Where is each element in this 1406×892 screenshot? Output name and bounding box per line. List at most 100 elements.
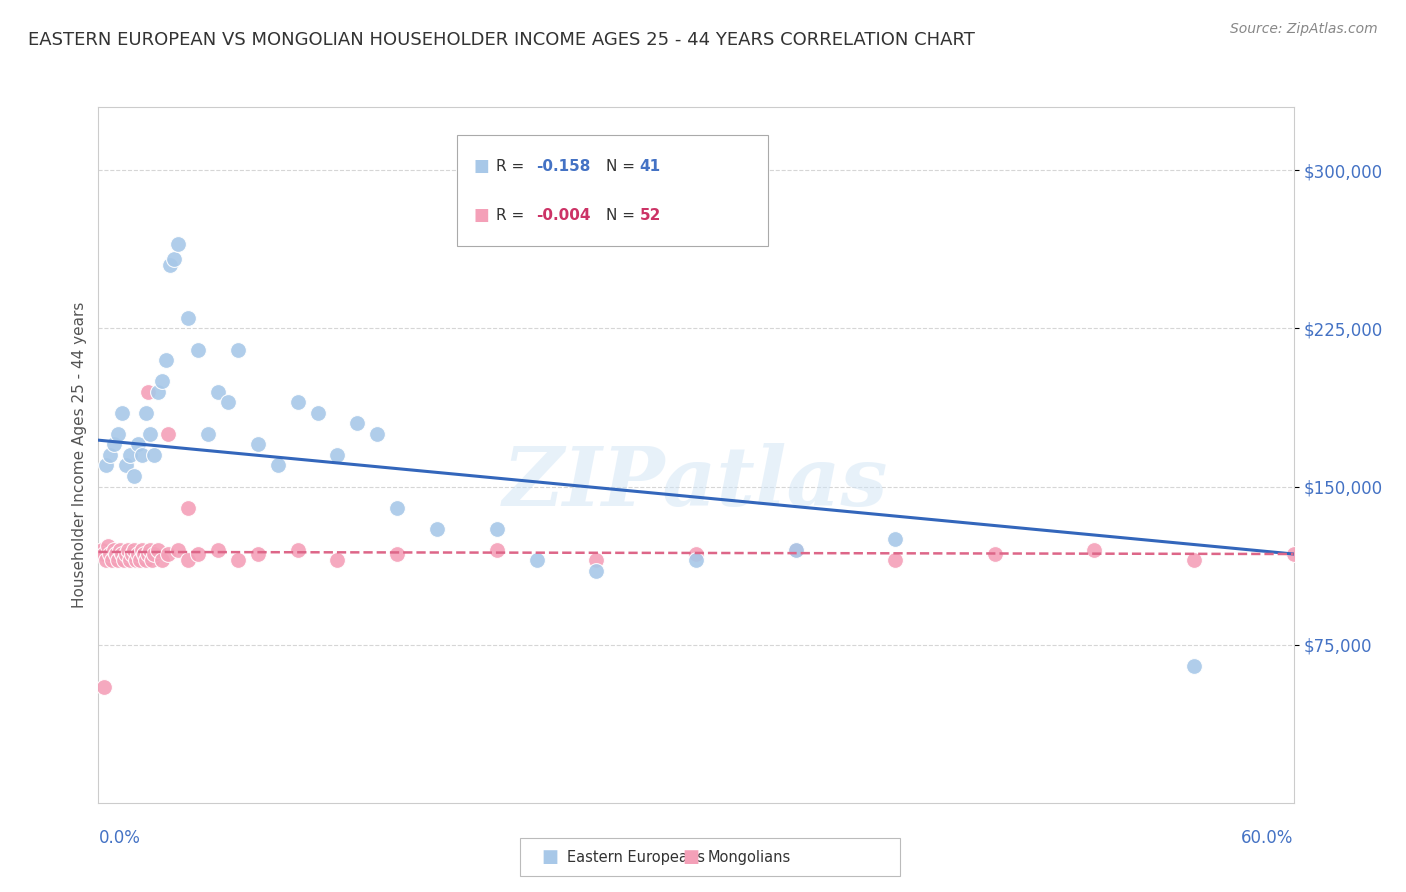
Point: [91, 542, 114, 557]
Point: [97, 539, 120, 553]
Point: [1182, 553, 1205, 567]
Point: [485, 522, 508, 536]
Point: [124, 469, 146, 483]
Text: 52: 52: [640, 208, 661, 222]
Point: [177, 310, 200, 325]
Text: 60.0%: 60.0%: [1241, 829, 1294, 847]
Point: [148, 542, 170, 557]
Point: [685, 547, 707, 561]
Point: [177, 500, 200, 515]
Text: Eastern Europeans: Eastern Europeans: [567, 850, 704, 864]
Point: [385, 500, 409, 515]
Text: Source: ZipAtlas.com: Source: ZipAtlas.com: [1230, 22, 1378, 37]
Y-axis label: Householder Income Ages 25 - 44 years: Householder Income Ages 25 - 44 years: [72, 301, 87, 608]
Point: [124, 542, 146, 557]
Text: -0.158: -0.158: [536, 159, 591, 174]
Point: [326, 448, 349, 462]
Point: [139, 542, 162, 557]
Text: Mongolians: Mongolians: [707, 850, 790, 864]
Point: [141, 553, 163, 567]
Point: [93, 680, 115, 694]
Text: N =: N =: [606, 159, 640, 174]
Point: [187, 547, 209, 561]
Point: [307, 406, 329, 420]
Point: [103, 437, 125, 451]
Point: [120, 553, 142, 567]
Point: [101, 553, 124, 567]
Point: [98, 547, 122, 561]
Point: [1182, 658, 1205, 673]
Point: [187, 343, 209, 357]
Point: [105, 547, 128, 561]
Point: [207, 542, 229, 557]
Point: [197, 426, 219, 441]
Point: [426, 522, 449, 536]
Point: [129, 553, 152, 567]
Point: [226, 343, 249, 357]
Text: ZIPatlas: ZIPatlas: [503, 442, 889, 523]
Point: [217, 395, 239, 409]
Point: [143, 448, 166, 462]
Point: [135, 553, 157, 567]
Point: [150, 374, 173, 388]
Point: [287, 542, 309, 557]
Point: [267, 458, 290, 473]
Point: [110, 542, 132, 557]
Point: [785, 542, 807, 557]
Text: ■: ■: [541, 848, 558, 866]
Point: [785, 542, 807, 557]
Point: [125, 553, 148, 567]
Point: [157, 547, 180, 561]
Text: ■: ■: [682, 848, 699, 866]
Point: [526, 553, 548, 567]
Point: [884, 533, 907, 547]
Point: [159, 258, 181, 272]
Point: [143, 547, 166, 561]
Point: [135, 406, 157, 420]
Point: [346, 417, 368, 431]
Text: EASTERN EUROPEAN VS MONGOLIAN HOUSEHOLDER INCOME AGES 25 - 44 YEARS CORRELATION : EASTERN EUROPEAN VS MONGOLIAN HOUSEHOLDE…: [28, 31, 974, 49]
Point: [117, 542, 139, 557]
Point: [150, 553, 173, 567]
Text: R =: R =: [496, 159, 530, 174]
Text: N =: N =: [606, 208, 640, 222]
Point: [115, 458, 138, 473]
Point: [131, 448, 153, 462]
Point: [287, 395, 309, 409]
Point: [246, 437, 269, 451]
Point: [177, 553, 200, 567]
Text: ■: ■: [474, 206, 489, 224]
Point: [136, 384, 159, 399]
Point: [884, 553, 907, 567]
Point: [112, 553, 135, 567]
Point: [107, 426, 129, 441]
Point: [111, 547, 134, 561]
Point: [127, 547, 149, 561]
Point: [246, 547, 269, 561]
Point: [98, 448, 122, 462]
Point: [115, 547, 138, 561]
Point: [167, 237, 190, 252]
Point: [1282, 547, 1305, 561]
Point: [93, 547, 115, 561]
Point: [326, 553, 349, 567]
Text: -0.004: -0.004: [536, 208, 591, 222]
Point: [983, 547, 1005, 561]
Point: [226, 553, 249, 567]
Text: R =: R =: [496, 208, 530, 222]
Point: [96, 458, 118, 473]
Point: [1083, 542, 1105, 557]
Point: [155, 353, 177, 368]
Text: 0.0%: 0.0%: [98, 829, 141, 847]
Point: [585, 564, 607, 578]
Point: [167, 542, 190, 557]
Point: [685, 553, 707, 567]
Point: [139, 426, 162, 441]
Point: [148, 384, 170, 399]
Point: [131, 542, 153, 557]
Point: [103, 542, 125, 557]
Point: [107, 553, 129, 567]
Point: [120, 448, 142, 462]
Point: [121, 547, 143, 561]
Point: [111, 406, 134, 420]
